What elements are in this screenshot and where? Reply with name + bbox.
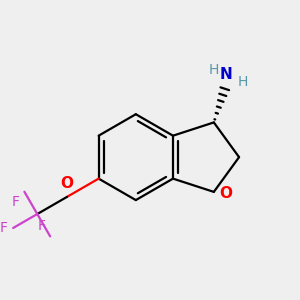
Text: O: O	[61, 176, 74, 190]
Text: H: H	[237, 75, 248, 89]
Text: F: F	[38, 219, 46, 233]
Text: O: O	[219, 186, 232, 201]
Text: F: F	[0, 221, 8, 235]
Text: F: F	[12, 195, 20, 209]
Text: H: H	[209, 63, 219, 77]
Text: N: N	[219, 67, 232, 82]
